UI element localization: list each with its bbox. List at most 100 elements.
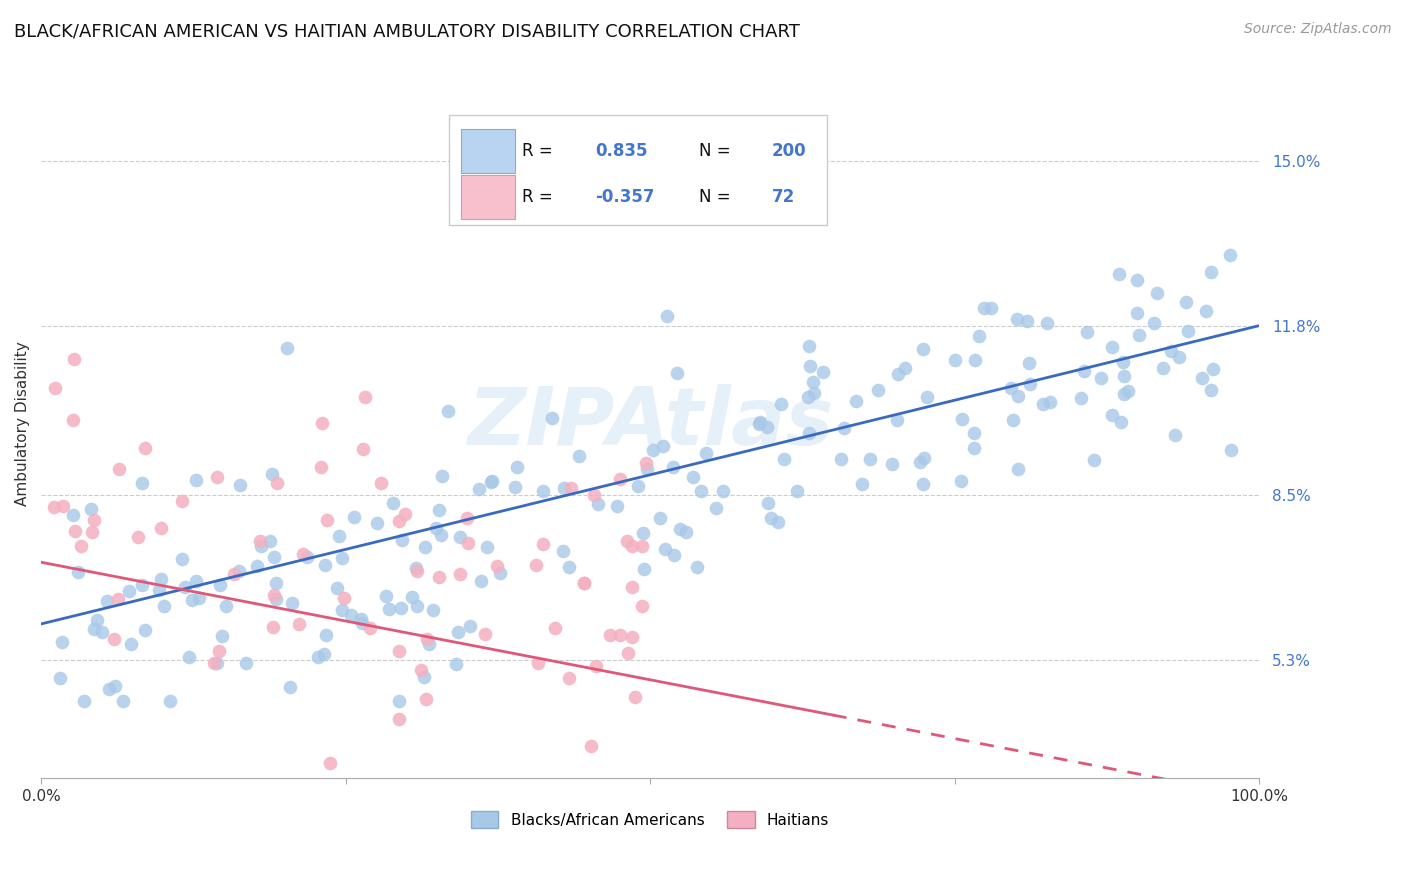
Point xyxy=(1018,376,1040,391)
Point xyxy=(262,620,284,634)
Point xyxy=(215,599,238,613)
Point xyxy=(799,359,821,373)
Point xyxy=(228,477,250,491)
Point xyxy=(675,524,697,539)
Point xyxy=(413,670,436,684)
Point xyxy=(666,366,689,380)
Point xyxy=(830,451,852,466)
Point xyxy=(468,482,491,496)
Point xyxy=(1001,413,1024,427)
Point xyxy=(1108,268,1130,282)
Point xyxy=(527,656,550,670)
Point xyxy=(579,739,602,754)
Point xyxy=(111,694,134,708)
Point xyxy=(768,516,790,530)
Point xyxy=(1143,316,1166,330)
Point xyxy=(1101,340,1123,354)
Point xyxy=(1202,362,1225,376)
Point xyxy=(63,524,86,538)
Point xyxy=(262,467,284,481)
Text: ZIPAtlas: ZIPAtlas xyxy=(467,384,834,462)
Point xyxy=(389,601,412,615)
Point xyxy=(291,547,314,561)
Point xyxy=(851,477,873,491)
Text: N =: N = xyxy=(699,142,735,160)
Point xyxy=(682,470,704,484)
Point xyxy=(568,449,591,463)
Point xyxy=(430,528,453,542)
Point xyxy=(1070,392,1092,406)
Point xyxy=(1199,384,1222,398)
Point xyxy=(173,580,195,594)
Point xyxy=(333,591,356,605)
Point xyxy=(1031,397,1053,411)
Point xyxy=(1090,371,1112,385)
Point xyxy=(457,535,479,549)
Point xyxy=(620,580,643,594)
Point xyxy=(180,593,202,607)
Point xyxy=(1036,317,1059,331)
Point xyxy=(263,588,285,602)
Point xyxy=(1111,415,1133,429)
Point xyxy=(211,629,233,643)
Text: 72: 72 xyxy=(772,188,796,206)
Point xyxy=(359,621,381,635)
Point xyxy=(86,613,108,627)
Point xyxy=(377,601,399,615)
Point xyxy=(352,442,374,457)
Point xyxy=(1114,369,1136,384)
Point xyxy=(620,630,643,644)
Point xyxy=(343,510,366,524)
Point xyxy=(415,632,437,646)
Point xyxy=(340,607,363,622)
Point xyxy=(188,591,211,606)
Point xyxy=(560,481,582,495)
Point xyxy=(409,663,432,677)
Point xyxy=(1005,312,1028,326)
Point xyxy=(1164,427,1187,442)
Point xyxy=(103,632,125,646)
Point xyxy=(1167,351,1189,365)
Point xyxy=(330,603,353,617)
Point xyxy=(963,441,986,455)
Point xyxy=(388,514,411,528)
Point xyxy=(950,474,973,488)
Point xyxy=(887,368,910,382)
Point xyxy=(1007,462,1029,476)
Point xyxy=(912,450,935,465)
Point xyxy=(668,522,690,536)
Point xyxy=(1018,356,1040,370)
Point xyxy=(235,656,257,670)
Point xyxy=(388,694,411,708)
Point xyxy=(803,386,825,401)
Point xyxy=(91,624,114,639)
FancyBboxPatch shape xyxy=(449,115,827,225)
Point xyxy=(266,476,288,491)
Point xyxy=(66,565,89,579)
Point xyxy=(170,552,193,566)
Point xyxy=(354,390,377,404)
Point xyxy=(401,591,423,605)
Point xyxy=(643,443,665,458)
Point xyxy=(481,475,503,489)
Point xyxy=(1039,395,1062,409)
Point xyxy=(52,499,75,513)
Point xyxy=(405,561,427,575)
FancyBboxPatch shape xyxy=(461,175,515,219)
Point xyxy=(1199,265,1222,279)
Point xyxy=(388,712,411,726)
Point xyxy=(506,459,529,474)
Point xyxy=(1015,314,1038,328)
Point xyxy=(246,559,269,574)
Text: BLACK/AFRICAN AMERICAN VS HAITIAN AMBULATORY DISABILITY CORRELATION CHART: BLACK/AFRICAN AMERICAN VS HAITIAN AMBULA… xyxy=(14,22,800,40)
Point xyxy=(97,682,120,697)
Point xyxy=(1220,443,1243,458)
Point xyxy=(108,462,131,476)
Point xyxy=(813,364,835,378)
Point xyxy=(485,559,508,574)
Point xyxy=(391,533,413,547)
Point xyxy=(616,533,638,548)
Point xyxy=(636,462,658,476)
Point xyxy=(1191,371,1213,385)
Point xyxy=(350,612,373,626)
